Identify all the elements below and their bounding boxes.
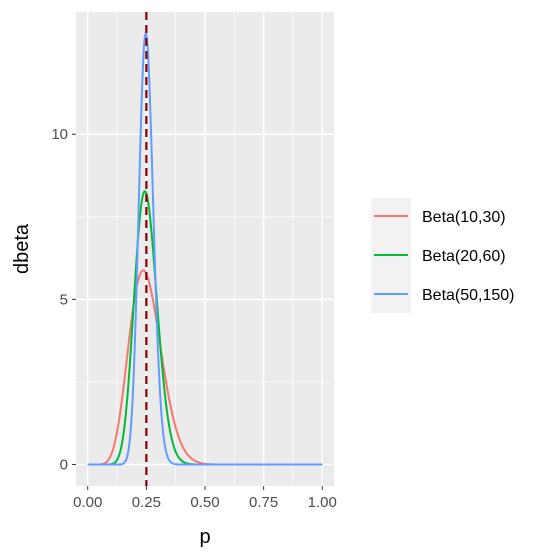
series-line-3 [87,32,323,466]
y-tick-label: 5 [60,291,68,308]
series-lines [87,32,323,466]
legend: Beta(10,30) Beta(20,60) Beta(50,150) [371,198,515,313]
legend-label-3: Beta(50,150) [422,287,515,304]
x-tick-label: 0.25 [132,494,161,511]
x-axis: 0.00 0.25 0.50 0.75 1.00 [73,486,337,511]
x-tick-label: 1.00 [308,494,337,511]
legend-label-2: Beta(20,60) [422,248,506,265]
x-tick-label: 0.50 [190,494,219,511]
y-axis: 0 5 10 [51,126,76,474]
legend-label-1: Beta(10,30) [422,209,506,226]
y-tick-label: 10 [51,126,68,143]
y-tick-label: 0 [60,457,68,474]
x-axis-title: p [199,526,210,548]
y-axis-title: dbeta [11,223,33,274]
x-tick-label: 0.00 [73,494,102,511]
x-tick-label: 0.75 [249,494,278,511]
